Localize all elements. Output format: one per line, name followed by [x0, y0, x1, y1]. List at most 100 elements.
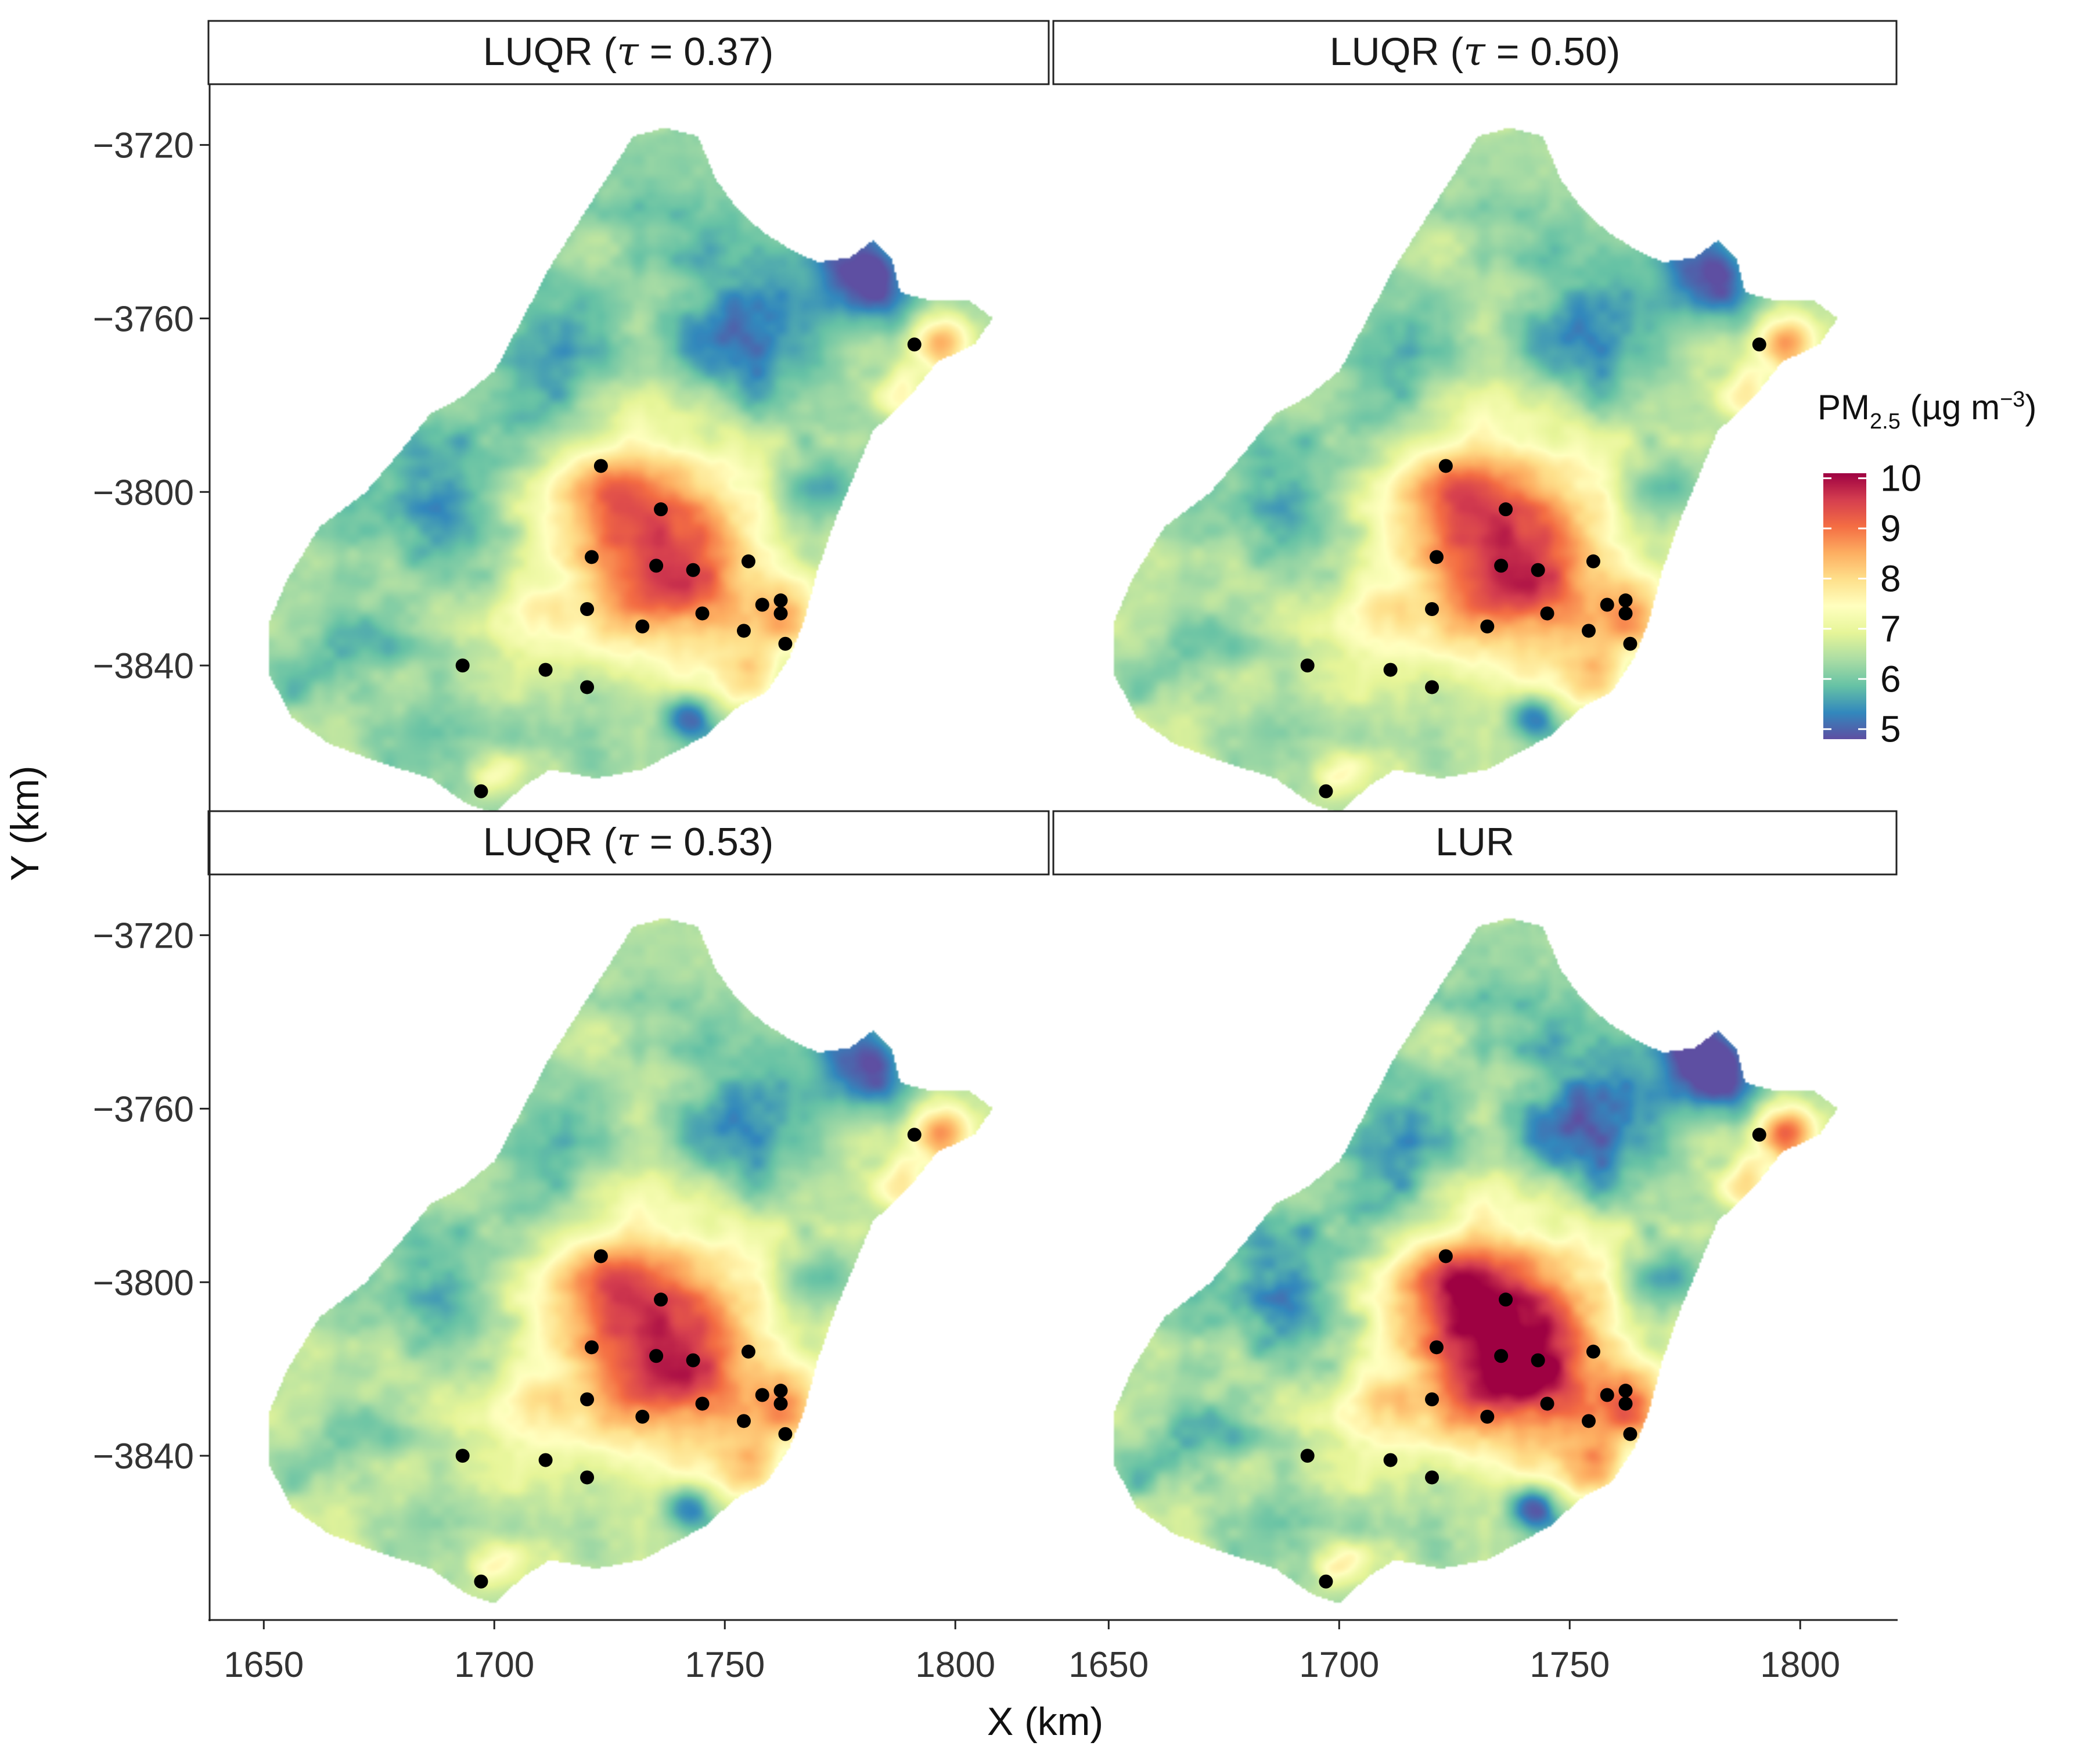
map-panel-2 — [1054, 84, 1893, 830]
map-panel-4 — [1054, 874, 1893, 1621]
monitoring-site-point — [1618, 1396, 1633, 1411]
monitoring-site-point — [474, 1574, 488, 1589]
pm25-raster — [209, 874, 1048, 1621]
strip-panel-4: LUR — [1052, 810, 1898, 876]
monitoring-site-point — [773, 606, 788, 621]
y-tick-label: −3760 — [93, 299, 194, 339]
monitoring-site-point — [773, 1396, 788, 1411]
monitoring-site-point — [1618, 1384, 1633, 1398]
strip-title-panel-2: LUQR (τ = 0.50) — [1330, 29, 1621, 75]
monitoring-site-point — [1600, 597, 1614, 612]
monitoring-site-point — [1425, 602, 1439, 616]
monitoring-site-point — [455, 1449, 470, 1463]
strip-panel-1: LUQR (τ = 0.37) — [207, 20, 1050, 85]
strip-title-panel-4: LUR — [1435, 820, 1514, 864]
monitoring-site-point — [1623, 1427, 1637, 1441]
monitoring-site-point — [1540, 1396, 1554, 1411]
monitoring-site-point — [1319, 1574, 1333, 1589]
monitoring-site-point — [1586, 1344, 1600, 1359]
monitoring-site-point — [736, 624, 751, 638]
monitoring-site-point — [538, 1453, 553, 1467]
x-axis-title: X (km) — [987, 1700, 1103, 1744]
monitoring-site-point — [1429, 1340, 1444, 1355]
x-tick-label: 1750 — [1529, 1645, 1610, 1685]
monitoring-site-point — [1618, 606, 1633, 621]
monitoring-site-point — [593, 459, 608, 473]
monitoring-site-point — [654, 502, 668, 517]
monitoring-site-point — [1383, 1453, 1398, 1467]
monitoring-site-point — [1425, 680, 1439, 694]
monitoring-site-point — [755, 597, 769, 612]
strip-title-panel-1: LUQR (τ = 0.37) — [483, 29, 774, 75]
monitoring-site-point — [1494, 559, 1509, 573]
monitoring-site-point — [474, 784, 488, 798]
legend-ticks: 5 6 7 8 9 10 — [1823, 458, 1921, 750]
y-tick-label: −3840 — [93, 646, 194, 686]
legend-tick-label: 8 — [1880, 557, 1901, 599]
monitoring-site-point — [1752, 337, 1766, 352]
monitoring-site-point — [580, 1470, 595, 1485]
x-tick-label: 1750 — [685, 1645, 765, 1685]
monitoring-site-point — [1438, 459, 1453, 473]
monitoring-site-point — [686, 1353, 700, 1367]
monitoring-site-point — [455, 658, 470, 673]
monitoring-site-point — [1425, 1470, 1439, 1485]
monitoring-site-point — [580, 1392, 595, 1406]
monitoring-site-point — [635, 619, 650, 633]
strip-panel-2: LUQR (τ = 0.50) — [1052, 20, 1898, 85]
monitoring-site-point — [1494, 1349, 1509, 1363]
pm25-raster — [209, 84, 1048, 830]
y-tick-label: −3720 — [93, 126, 194, 166]
monitoring-site-point — [1499, 1293, 1513, 1307]
monitoring-site-point — [741, 554, 755, 568]
monitoring-site-point — [773, 593, 788, 608]
monitoring-site-point — [1425, 1392, 1439, 1406]
y-tick-label: −3800 — [93, 1263, 194, 1303]
monitoring-site-point — [778, 1427, 793, 1441]
monitoring-site-point — [686, 563, 700, 577]
y-axis-title: Y (km) — [3, 766, 47, 881]
monitoring-site-point — [907, 337, 922, 352]
y-tick-label: −3720 — [93, 916, 194, 956]
strip-title-panel-3: LUQR (τ = 0.53) — [483, 819, 774, 865]
legend-tick-label: 5 — [1880, 708, 1901, 750]
x-tick-label: 1700 — [454, 1645, 534, 1685]
monitoring-site-point — [695, 606, 710, 621]
monitoring-site-point — [1586, 554, 1600, 568]
y-axis-ticks: −3720 −3760 −3800 −3840 −3720 −3760 −3800 −3840 — [93, 126, 210, 1477]
strip-panel-3: LUQR (τ = 0.53) — [207, 810, 1050, 876]
pm25-raster — [1054, 874, 1893, 1621]
x-tick-label: 1800 — [915, 1645, 995, 1685]
monitoring-site-point — [635, 1409, 650, 1424]
monitoring-site-point — [654, 1293, 668, 1307]
panels-layer — [209, 84, 1893, 1621]
monitoring-site-point — [1623, 636, 1637, 651]
monitoring-site-point — [1480, 1409, 1495, 1424]
map-panel-1 — [209, 84, 1048, 830]
legend-tick-label: 10 — [1880, 458, 1921, 499]
monitoring-site-point — [649, 559, 664, 573]
monitoring-site-point — [1581, 624, 1596, 638]
legend-tick-label: 7 — [1880, 608, 1901, 650]
monitoring-site-point — [755, 1388, 769, 1402]
monitoring-site-point — [695, 1396, 710, 1411]
monitoring-site-point — [580, 680, 595, 694]
monitoring-site-point — [649, 1349, 664, 1363]
y-tick-label: −3800 — [93, 473, 194, 513]
y-tick-label: −3840 — [93, 1437, 194, 1477]
monitoring-site-point — [1540, 606, 1554, 621]
monitoring-site-point — [907, 1128, 922, 1142]
monitoring-site-point — [1319, 784, 1333, 798]
monitoring-site-point — [1300, 658, 1315, 673]
monitoring-site-point — [1618, 593, 1633, 608]
monitoring-site-point — [1383, 663, 1398, 677]
monitoring-site-point — [1300, 1449, 1315, 1463]
legend-tick-label: 9 — [1880, 507, 1901, 549]
monitoring-site-point — [584, 550, 599, 564]
monitoring-site-point — [1600, 1388, 1614, 1402]
monitoring-site-point — [778, 636, 793, 651]
legend-tick-label: 6 — [1880, 658, 1901, 700]
monitoring-site-point — [580, 602, 595, 616]
monitoring-site-point — [736, 1414, 751, 1428]
